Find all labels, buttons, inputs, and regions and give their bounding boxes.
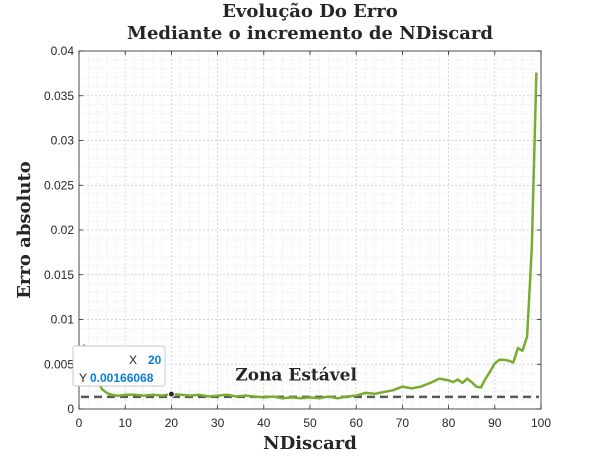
x-tick-label: 20: [165, 416, 179, 430]
y-axis-ticks: 0 0.005 0.01 0.015 0.02 0.025 0.03 0.035 0.04: [44, 44, 541, 416]
x-axis-ticks: 0 10 20 30 40 50 60 70 80 90 100: [76, 51, 551, 430]
x-tick-label: 100: [531, 416, 551, 430]
y-tick-label: 0.025: [44, 178, 74, 192]
x-tick-label: 50: [303, 416, 317, 430]
x-axis-label: NDiscard: [263, 433, 357, 454]
y-axis-label: Erro absoluto: [14, 161, 35, 299]
datatip-y-label: Y: [79, 371, 87, 385]
x-tick-label: 90: [488, 416, 502, 430]
chart-title-line2: Mediante o incremento de NDiscard: [127, 23, 493, 44]
datatip-x-label: X: [129, 353, 137, 367]
datatip-y-value: 0.00166068: [90, 371, 154, 385]
x-tick-label: 80: [442, 416, 456, 430]
datatip-box: [72, 345, 166, 387]
y-tick-label: 0.01: [51, 313, 75, 327]
y-tick-label: 0: [67, 402, 74, 416]
zona-estavel-annotation: Zona Estável: [235, 365, 357, 385]
x-tick-label: 0: [76, 416, 83, 430]
chart-title-line1: Evolução Do Erro: [222, 1, 398, 22]
x-tick-label: 30: [211, 416, 225, 430]
y-tick-label: 0.03: [51, 134, 75, 148]
series-line: [82, 72, 538, 400]
datatip-marker[interactable]: [167, 390, 175, 398]
datatip[interactable]: X 20 Y 0.00166068: [72, 345, 175, 398]
y-tick-label: 0.035: [44, 89, 74, 103]
datatip-x-value: 20: [148, 353, 162, 367]
x-tick-label: 70: [396, 416, 410, 430]
y-tick-label: 0.02: [51, 223, 75, 237]
y-tick-label: 0.04: [51, 44, 75, 58]
y-tick-label: 0.015: [44, 268, 74, 282]
x-tick-label: 10: [119, 416, 133, 430]
x-tick-label: 60: [350, 416, 364, 430]
y-tick-label: 0.005: [44, 357, 74, 371]
x-tick-label: 40: [257, 416, 271, 430]
